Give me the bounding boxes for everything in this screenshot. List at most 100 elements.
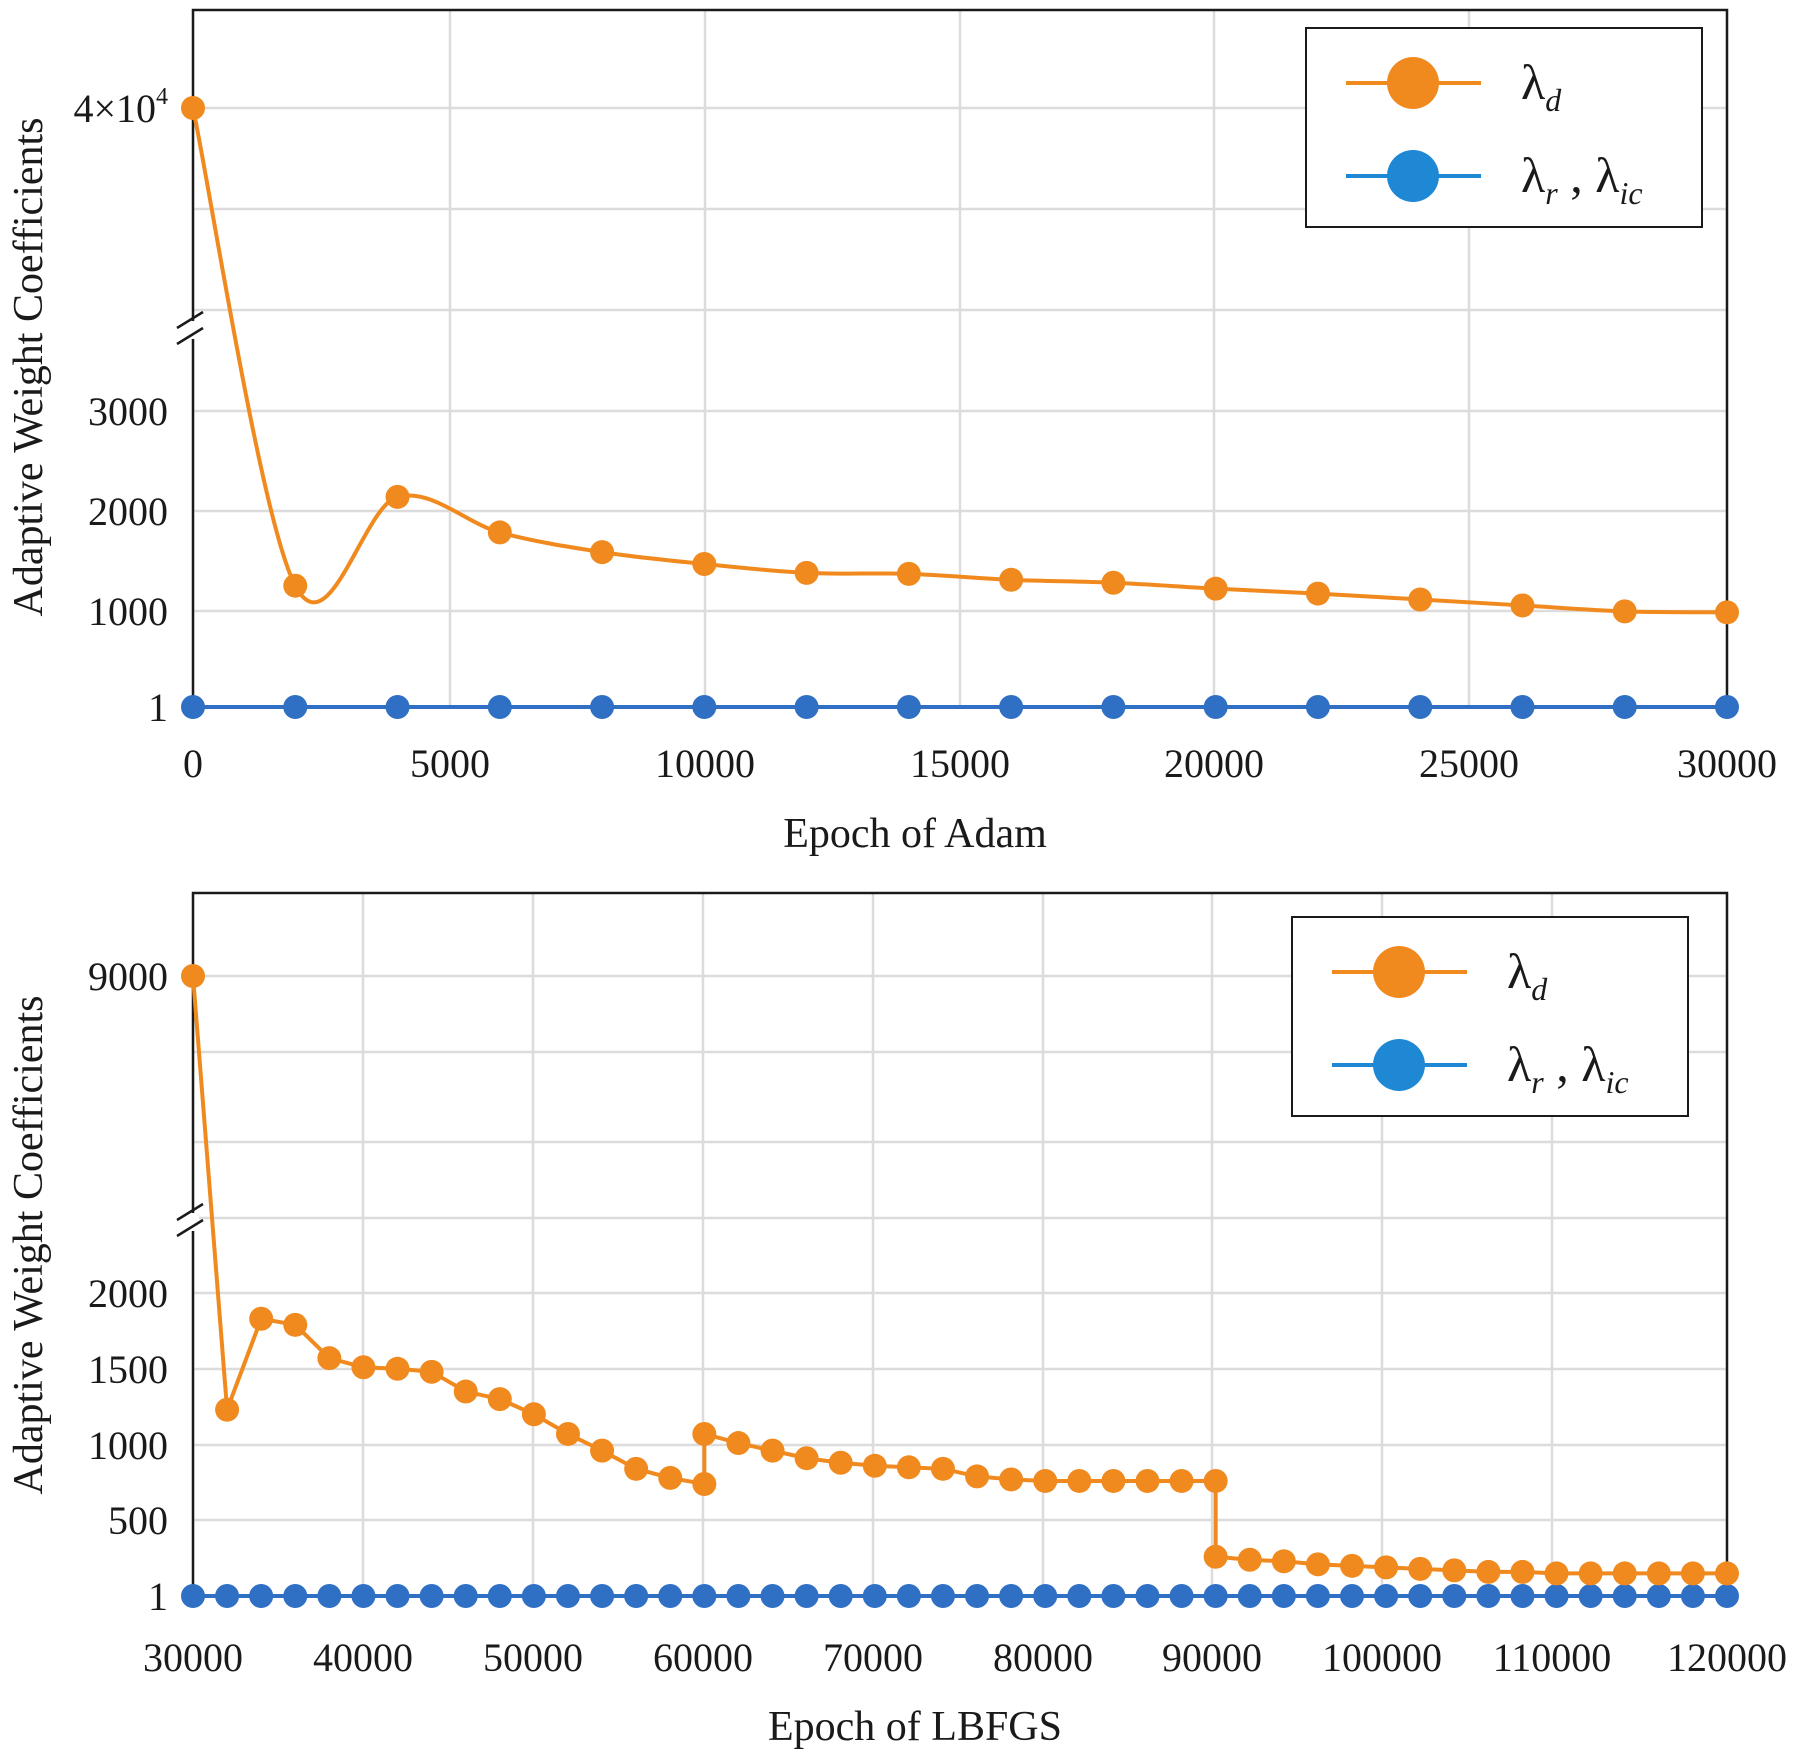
data-point (1101, 570, 1126, 595)
data-point (965, 1584, 990, 1608)
data-point (1715, 1584, 1739, 1608)
data-point (1612, 1561, 1637, 1586)
x-tick-label: 10000 (655, 741, 755, 786)
data-point (1612, 1584, 1637, 1608)
data-point (1510, 593, 1535, 618)
x-axis-title: Epoch of LBFGS (768, 1704, 1062, 1750)
adam-chart: 0 5000 10000 15000 20000 25000 30000 1 1000 2000 3… (6, 8, 1777, 857)
data-point (1408, 1584, 1433, 1608)
data-point (1578, 1584, 1603, 1608)
legend-marker (1387, 57, 1439, 109)
data-point (1101, 1584, 1126, 1608)
data-point (999, 695, 1024, 719)
x-tick-label: 100000 (1322, 1635, 1442, 1680)
data-point (1510, 695, 1535, 719)
data-point (1305, 1584, 1330, 1608)
data-point (794, 1446, 819, 1471)
data-point (283, 1584, 308, 1608)
data-point (385, 1584, 410, 1608)
y-axis-title: Adaptive Weight Coefficients (6, 996, 52, 1495)
data-point (1305, 581, 1330, 606)
legend-box (1305, 27, 1703, 228)
legend-marker (1373, 1039, 1425, 1091)
axis-break-mark (176, 310, 204, 330)
x-tick-label: 30000 (1677, 741, 1777, 786)
data-point (1101, 1468, 1126, 1493)
data-point (1680, 1584, 1705, 1608)
legend-label: λr , λic (1507, 1036, 1629, 1100)
y-tick-label: 2000 (88, 1271, 168, 1316)
y-tick-label: 1000 (88, 1423, 168, 1468)
x-tick-label: 20000 (1164, 741, 1264, 786)
data-point (487, 520, 512, 545)
data-point (965, 1464, 990, 1489)
data-point (351, 1584, 376, 1608)
series-line (191, 107, 1728, 615)
legend-marker (1387, 150, 1439, 202)
data-point (1578, 1561, 1603, 1586)
legend-label: λd (1521, 54, 1562, 118)
x-tick-label: 0 (183, 741, 203, 786)
data-point (590, 695, 615, 719)
data-point (1646, 1584, 1671, 1608)
data-point (794, 1584, 819, 1608)
data-point (453, 1379, 478, 1404)
data-point (726, 1584, 751, 1608)
legend-marker (1373, 946, 1425, 998)
x-tick-label: 60000 (653, 1635, 753, 1680)
data-point (1510, 1559, 1535, 1584)
data-point (828, 1584, 853, 1608)
data-point (999, 567, 1024, 592)
data-point (487, 1387, 512, 1412)
axis-break-gap (187, 1213, 199, 1231)
data-point (1271, 1584, 1296, 1608)
data-point (317, 1346, 342, 1371)
data-point (1271, 1549, 1296, 1574)
data-point (658, 1465, 683, 1490)
data-point (896, 561, 921, 586)
data-point (249, 1584, 274, 1608)
x-axis-title: Epoch of Adam (783, 811, 1047, 857)
data-point (385, 1356, 410, 1381)
data-point (828, 1450, 853, 1475)
y-tick-label: 1000 (88, 589, 168, 634)
x-tick-label: 80000 (993, 1635, 1093, 1680)
data-point (1374, 1584, 1399, 1608)
axis-break-mark (176, 1202, 204, 1222)
data-point (317, 1584, 342, 1608)
data-point (1067, 1468, 1092, 1493)
data-point (1715, 695, 1739, 719)
data-point (181, 96, 205, 120)
data-point (1169, 1468, 1194, 1493)
data-point (1715, 1561, 1739, 1586)
data-point (1408, 587, 1433, 612)
data-point (794, 560, 819, 585)
data-point (181, 695, 205, 719)
data-point (624, 1456, 649, 1481)
data-point (1374, 1555, 1399, 1580)
data-point (896, 1455, 921, 1480)
data-point (1237, 1547, 1262, 1572)
data-point (1715, 600, 1739, 625)
x-tick-label: 5000 (410, 741, 490, 786)
data-point (1101, 695, 1126, 719)
y-tick-label: 2000 (88, 489, 168, 534)
legend-box (1291, 916, 1689, 1117)
data-point (215, 1397, 240, 1422)
data-point (692, 695, 717, 719)
axis-break-mark (176, 1218, 204, 1238)
y-tick-label: 1 (148, 1574, 168, 1619)
data-point (999, 1467, 1024, 1492)
data-point (1408, 695, 1433, 719)
data-point (692, 1471, 717, 1496)
data-point (1203, 576, 1228, 601)
x-tick-label: 15000 (910, 741, 1010, 786)
x-tick-label: 90000 (1162, 1635, 1262, 1680)
data-point (249, 1306, 274, 1331)
data-point (453, 1584, 478, 1608)
axis-break-gap (187, 321, 199, 339)
data-point (1408, 1556, 1433, 1581)
y-tick-label: 9000 (88, 954, 168, 999)
data-point (930, 1456, 955, 1481)
